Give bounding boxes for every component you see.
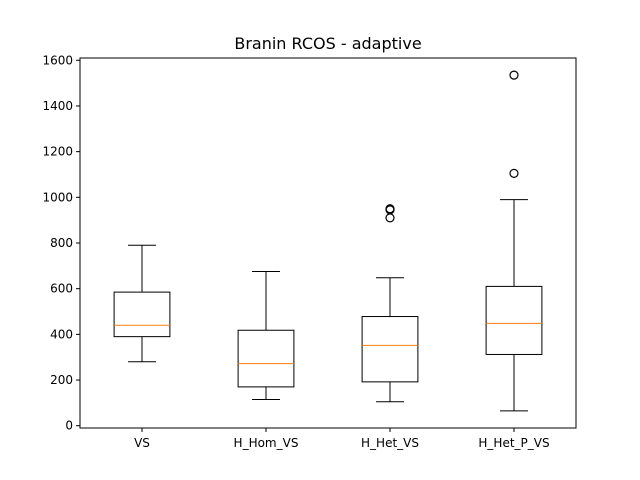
outlier-point (509, 70, 519, 80)
y-axis: 0 200 400 600 800 1000 1200 1400 1600 (42, 53, 80, 433)
y-tick-label: 1400 (42, 99, 73, 113)
y-tick-label: 0 (65, 419, 73, 433)
chart-title: Branin RCOS - adaptive (234, 34, 421, 53)
box-iqr (485, 285, 543, 355)
axes-frame (79, 57, 577, 429)
x-tick-label: H_Hom_VS (234, 436, 299, 450)
box-h-het-p-vs (485, 70, 543, 412)
outlier-point (385, 213, 395, 223)
box-iqr (361, 316, 419, 383)
x-axis: VS H_Hom_VS H_Het_VS H_Het_P_VS (134, 428, 550, 450)
plot-area (113, 70, 543, 412)
y-tick-label: 1600 (42, 53, 73, 67)
outlier-point (509, 168, 519, 178)
x-tick-label: H_Het_VS (361, 436, 419, 450)
y-tick-label: 400 (50, 327, 73, 341)
box-h-hom-vs (237, 271, 295, 400)
y-tick-label: 1000 (42, 190, 73, 204)
box-h-het-vs (361, 204, 419, 403)
x-tick-label: H_Het_P_VS (478, 436, 549, 450)
y-tick-label: 1200 (42, 145, 73, 159)
box-iqr (237, 329, 295, 388)
y-tick-label: 800 (50, 236, 73, 250)
y-tick-label: 200 (50, 373, 73, 387)
x-tick-label: VS (134, 436, 150, 450)
outlier-point (385, 204, 395, 214)
box-vs (113, 244, 171, 363)
box-iqr (113, 291, 171, 338)
y-tick-label: 600 (50, 282, 73, 296)
